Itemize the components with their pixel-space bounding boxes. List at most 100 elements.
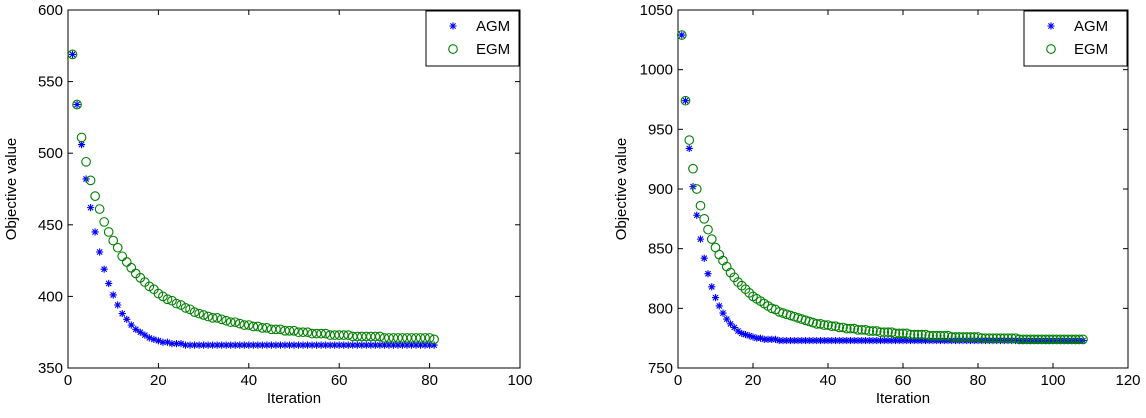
chart-panel-1: 0 20 40 60 80 100 350 400 450 500 550 600 Iteration O… — [3, 2, 533, 407]
data-point-agm — [696, 235, 705, 243]
data-point-egm — [860, 324, 871, 335]
data-point-egm — [950, 332, 961, 342]
data-point-egm — [1036, 334, 1047, 345]
data-point-egm — [864, 326, 875, 336]
data-point-agm — [963, 336, 971, 345]
data-point-agm — [362, 341, 370, 349]
data-point-agm — [204, 341, 212, 349]
data-point-agm — [416, 341, 425, 349]
data-point-egm — [225, 317, 236, 328]
data-point-egm — [234, 318, 245, 329]
data-point-agm — [685, 144, 693, 153]
data-point-agm — [764, 335, 772, 343]
data-point-agm — [783, 336, 791, 345]
data-point-agm — [218, 341, 226, 349]
x-tick-label: 0 — [674, 372, 682, 389]
data-point-agm — [172, 340, 181, 348]
data-point-agm — [880, 336, 888, 345]
data-point-egm — [171, 298, 182, 309]
data-point-agm — [723, 315, 731, 323]
data-point-egm — [931, 330, 942, 341]
data-point-egm — [935, 330, 946, 341]
data-point-agm — [87, 204, 95, 212]
data-point-agm — [326, 341, 334, 349]
x-axis-label: Iteration — [267, 390, 321, 407]
data-point-agm — [141, 331, 149, 339]
data-point-agm — [798, 336, 806, 345]
data-point-egm — [94, 204, 105, 214]
data-point-egm — [680, 95, 691, 106]
data-point-agm — [136, 328, 144, 336]
data-point-egm — [99, 217, 110, 227]
data-point-agm — [403, 341, 411, 349]
data-point-agm — [790, 336, 798, 345]
data-point-egm — [117, 251, 128, 262]
data-point-agm — [828, 336, 836, 345]
legend-marker-egm — [448, 44, 458, 54]
legend-marker-agm — [1047, 22, 1055, 30]
data-point-egm — [808, 317, 818, 328]
data-point-egm — [943, 330, 953, 341]
legend-label-egm: EGM — [1074, 41, 1108, 58]
data-point-egm — [961, 332, 972, 342]
data-point-egm — [1033, 334, 1043, 345]
data-point-agm — [779, 336, 787, 345]
data-point-agm — [910, 336, 918, 345]
data-point-egm — [1078, 334, 1088, 345]
legend-label-egm: EGM — [476, 41, 510, 58]
data-point-agm — [843, 336, 851, 345]
data-point-egm — [845, 323, 856, 334]
data-point-agm — [68, 50, 77, 58]
data-point-agm — [267, 341, 275, 349]
data-point-agm — [371, 341, 379, 349]
data-point-egm — [162, 294, 173, 305]
data-point-agm — [177, 340, 185, 348]
legend-box — [1023, 10, 1128, 67]
data-point-agm — [380, 341, 388, 349]
y-tick-label: 1000 — [640, 62, 673, 79]
data-point-egm — [194, 308, 204, 319]
data-point-egm — [1066, 334, 1077, 345]
data-point-agm — [186, 341, 194, 349]
y-tick-label: 500 — [38, 145, 63, 162]
data-point-egm — [909, 329, 920, 340]
data-point-agm — [745, 332, 753, 340]
data-point-agm — [285, 341, 294, 349]
data-point-egm — [868, 326, 878, 336]
data-point-egm — [991, 333, 1002, 344]
data-point-egm — [81, 156, 91, 167]
data-point-agm — [873, 336, 881, 345]
data-point-egm — [853, 324, 863, 335]
data-point-agm — [150, 335, 158, 343]
data-point-agm — [123, 315, 131, 323]
data-point-agm — [738, 329, 746, 337]
data-point-egm — [999, 333, 1010, 344]
data-point-egm — [1055, 334, 1066, 345]
data-point-egm — [819, 320, 830, 330]
data-point-egm — [838, 322, 848, 333]
data-point-agm — [335, 341, 343, 349]
data-point-egm — [980, 333, 991, 344]
data-point-agm — [322, 341, 330, 349]
data-point-agm — [813, 336, 821, 345]
data-point-egm — [849, 323, 860, 334]
data-point-egm — [958, 332, 968, 342]
data-point-agm — [349, 341, 357, 349]
y-tick-label: 800 — [648, 300, 673, 317]
data-point-agm — [966, 336, 975, 345]
legend-label-agm: AGM — [1074, 18, 1108, 35]
y-tick-label: 450 — [38, 217, 63, 234]
data-point-egm — [1010, 333, 1021, 344]
data-point-egm — [691, 184, 702, 194]
x-tick-label: 80 — [421, 372, 438, 389]
data-point-egm — [898, 328, 908, 339]
data-point-agm — [801, 336, 810, 345]
x-tick-label: 20 — [150, 372, 167, 389]
data-point-agm — [948, 336, 956, 345]
data-point-egm — [284, 325, 295, 336]
y-tick-label: 950 — [648, 121, 673, 138]
data-point-egm — [886, 327, 897, 338]
data-point-agm — [154, 337, 162, 345]
data-point-egm — [676, 30, 687, 40]
